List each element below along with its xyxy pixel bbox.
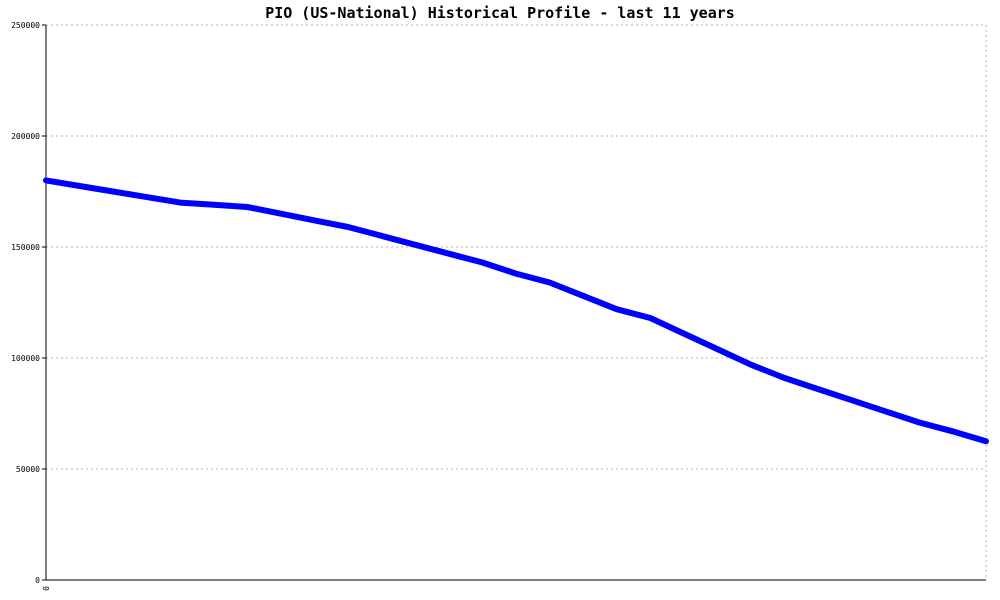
y-tick-label: 150000 <box>11 243 40 252</box>
y-tick-label: 250000 <box>11 21 40 30</box>
series-layer <box>43 177 989 445</box>
series-line-0 <box>43 177 989 445</box>
grid-lines <box>46 24 987 580</box>
axes <box>42 24 986 581</box>
y-tick-label: 200000 <box>11 132 40 141</box>
y-tick-label: 50000 <box>16 465 40 474</box>
x-tick-label: 0 <box>42 586 51 591</box>
chart-title: PIO (US-National) Historical Profile - l… <box>265 4 735 22</box>
tick-labels: 0 50000 100000 150000 200000 250000 0 <box>11 21 51 591</box>
y-tick-label: 0 <box>35 576 40 585</box>
y-tick-label: 100000 <box>11 354 40 363</box>
